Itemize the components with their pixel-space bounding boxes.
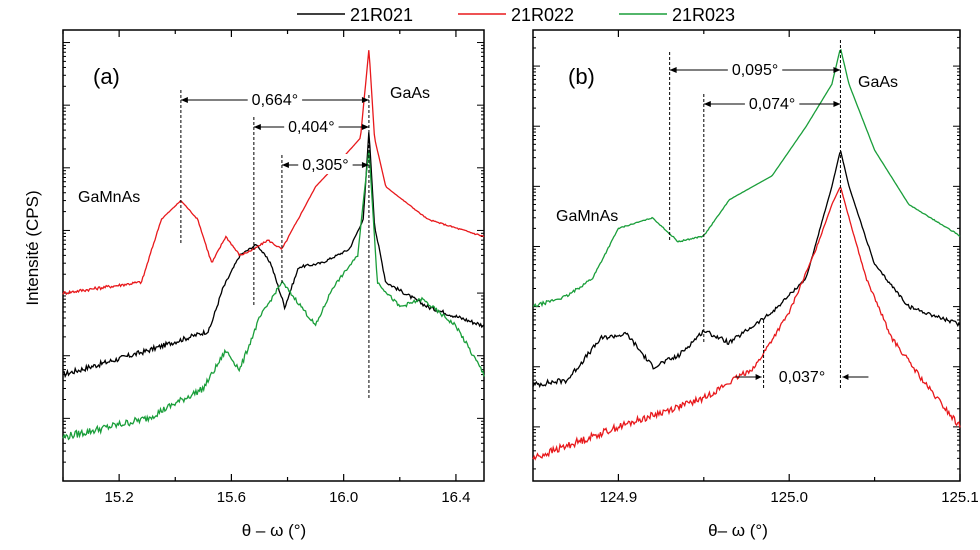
panel-b-ticks: 124.9 125.0 125.1 <box>533 30 979 506</box>
panel-a-gaas-label: GaAs <box>390 85 430 102</box>
x-tick-label: 16.4 <box>441 489 470 506</box>
annotation-arrowhead <box>669 67 677 73</box>
legend-label-21R023: 21R023 <box>672 5 735 25</box>
series-21R023-line <box>532 48 961 308</box>
panel-a-annotations: 0,664° 0,404° 0,305° <box>180 89 370 400</box>
annotation-label-bg <box>298 154 353 174</box>
series-21R021-line <box>62 132 485 379</box>
panel-b-x-axis-title: θ– ω (°) <box>708 521 768 540</box>
panel-b-label: (b) <box>568 64 595 89</box>
series-21R021-line <box>532 150 961 389</box>
panel-a-label: (a) <box>93 64 120 89</box>
legend-label-21R021: 21R021 <box>350 5 413 25</box>
x-tick-label: 125.0 <box>770 489 808 506</box>
annotation-label: 0,074° <box>749 96 795 113</box>
x-tick-label: 15.2 <box>105 489 134 506</box>
panel-b-annotations: 0,095° 0,074° 0,037° <box>669 40 869 390</box>
annotation-arrowhead <box>842 374 849 380</box>
x-tick-label: 125.1 <box>941 489 979 506</box>
annotation-arrowhead <box>703 101 711 107</box>
annotation-label: 0,404° <box>288 119 334 136</box>
x-tick-label: 16.0 <box>329 489 358 506</box>
annotation-label-bg <box>284 116 339 136</box>
annotation-arrowhead <box>361 162 369 168</box>
annotation-label-bg <box>727 59 783 79</box>
panel-a-gamnas-label: GaMnAs <box>78 189 140 206</box>
x-tick-label: 15.6 <box>217 489 246 506</box>
annotation-label: 0,037° <box>779 369 825 386</box>
panel-b-gaas-label: GaAs <box>858 74 898 91</box>
panel-a-series <box>62 50 485 441</box>
x-tick-label: 124.9 <box>600 489 638 506</box>
annotation-label-bg <box>744 93 800 113</box>
annotation-arrowhead <box>833 67 841 73</box>
legend: 21R021 21R022 21R023 <box>297 5 735 25</box>
panel-a-ticks: 15.2 15.6 16.0 16.4 <box>62 30 484 506</box>
legend-label-21R022: 21R022 <box>511 5 574 25</box>
panel-b: 124.9 125.0 125.1 0,095° 0,074° 0,037° (b) G… <box>532 29 979 540</box>
annotation-arrowhead <box>755 374 762 380</box>
series-21R022-line <box>62 50 485 296</box>
annotation-arrowhead <box>361 124 369 130</box>
panel-b-series <box>532 48 961 461</box>
annotation-label: 0,095° <box>732 62 778 79</box>
panel-a: 15.2 15.6 16.0 16.4 0,664°0,404°0,305° (a) … <box>62 29 485 540</box>
annotation-arrowhead <box>253 124 261 130</box>
series-21R023-line <box>62 150 485 441</box>
panel-b-gamnas-label: GaMnAs <box>556 208 618 225</box>
series-21R022-line <box>532 187 961 461</box>
annotation-arrowhead <box>833 101 841 107</box>
annotation-label-bg <box>247 89 303 109</box>
annotation-arrowhead <box>361 97 369 103</box>
annotation-label: 0,664° <box>252 92 298 109</box>
annotation-arrowhead <box>281 162 289 168</box>
annotation-label: 0,305° <box>302 157 348 174</box>
y-axis-title: Intensité (CPS) <box>23 190 42 305</box>
panel-a-x-axis-title: θ – ω (°) <box>242 521 306 540</box>
annotation-arrowhead <box>180 97 188 103</box>
